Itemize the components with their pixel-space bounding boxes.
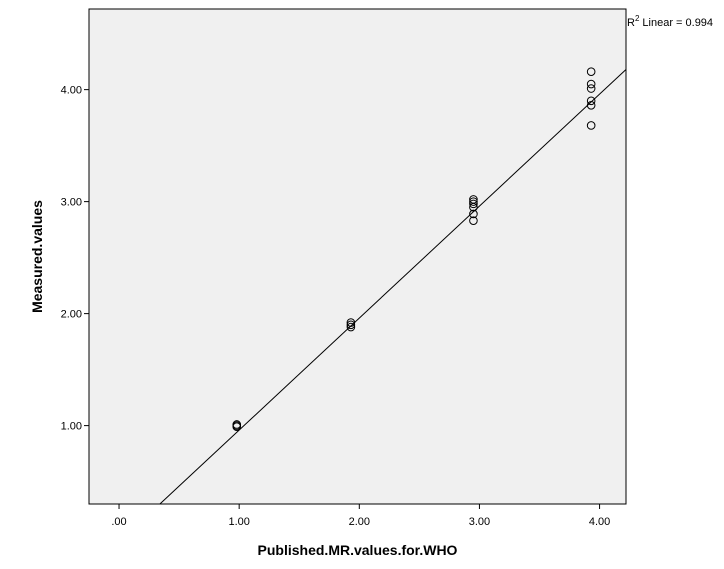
r2-label: R2 Linear = 0.994 [627,14,713,29]
x-tick-label: 1.00 [228,516,249,528]
data-point [586,101,596,110]
data-point [586,79,596,89]
x-tick-label: .00 [111,516,126,528]
x-tick-label: 4.00 [589,516,610,528]
data-point [469,202,478,212]
data-point [469,216,478,225]
data-point [346,322,356,332]
data-point [469,197,478,206]
r2-value: Linear = 0.994 [642,17,713,29]
data-point [232,422,242,432]
x-tick-label: 3.00 [469,516,490,528]
points-layer [232,67,596,432]
x-tick-label: 2.00 [349,516,370,528]
data-point [586,67,596,77]
data-point [586,84,596,93]
y-axis: 1.00 2.00 3.00 4.00 [61,85,89,433]
fit-line-layer [159,69,627,505]
y-tick-label: 4.00 [61,85,82,97]
y-tick-label: 2.00 [61,309,82,321]
x-axis-title: Published.MR.values.for.WHO [258,542,458,558]
data-point [346,320,356,330]
fit-line [159,69,627,505]
r2-superscript: 2 [635,14,640,23]
y-axis-title: Measured.values [29,200,45,313]
y-tick-label: 3.00 [61,197,82,209]
data-point [232,420,242,429]
data-point [586,96,596,106]
y-tick-label: 1.00 [61,421,82,433]
data-point [586,121,596,130]
data-point [469,199,478,209]
plot-area [88,8,627,505]
r2-prefix: R [627,17,635,29]
data-point [469,209,478,219]
data-point [346,318,356,327]
x-axis: .00 1.00 2.00 3.00 4.00 [111,504,610,528]
